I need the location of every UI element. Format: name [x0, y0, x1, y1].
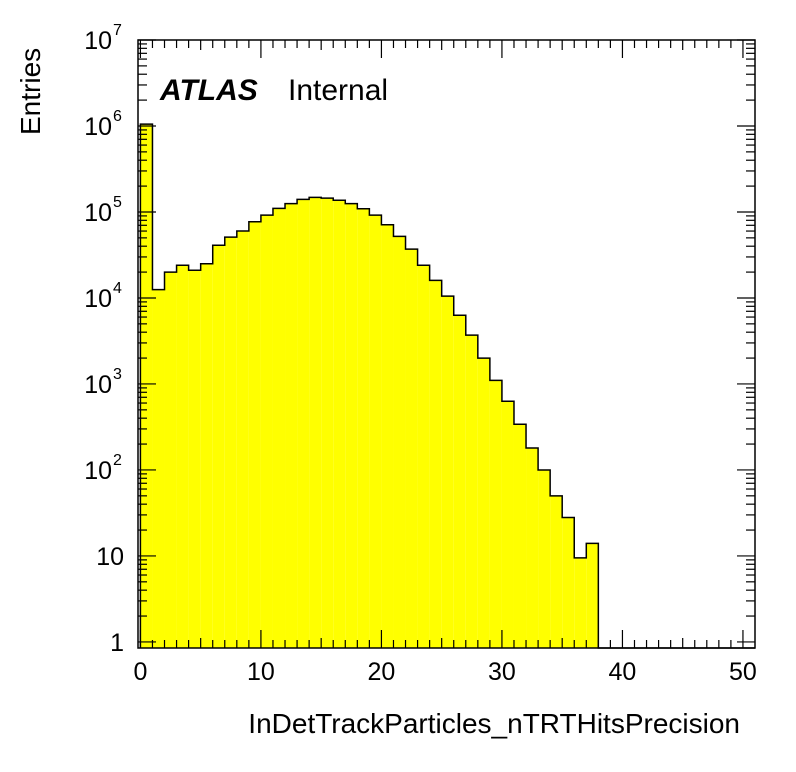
- histogram-bar: [236, 231, 249, 648]
- histogram-bar: [260, 215, 273, 648]
- histogram-bar: [574, 557, 587, 648]
- internal-label: Internal: [288, 74, 388, 107]
- x-axis-title: InDetTrackParticles_nTRTHitsPrecision: [248, 708, 740, 739]
- plot-frame: [137, 39, 756, 649]
- histogram-bar: [489, 380, 502, 648]
- y-tick-label: 10: [84, 457, 112, 485]
- x-tick-label: 30: [488, 658, 516, 686]
- histogram-bar: [513, 424, 527, 648]
- x-tick-label: 40: [609, 658, 637, 686]
- histogram-bar: [224, 237, 237, 648]
- x-tick-label: 20: [368, 658, 396, 686]
- histogram-bar: [345, 203, 358, 648]
- histogram-bar: [188, 270, 201, 648]
- y-tick-label: 10: [84, 371, 112, 399]
- histogram-bar: [405, 249, 418, 648]
- histogram-bar: [417, 265, 430, 648]
- histogram-bars: [140, 124, 599, 649]
- histogram-bar: [393, 236, 406, 648]
- histogram-bar: [477, 358, 490, 648]
- y-tick-label: 1: [110, 629, 124, 657]
- histogram-bar: [309, 197, 322, 648]
- histogram-outline: [139, 123, 755, 649]
- axis-ticks: [138, 39, 755, 648]
- histogram-bar: [562, 517, 575, 648]
- histogram-bar: [586, 543, 599, 648]
- histogram-bar: [164, 272, 177, 648]
- y-tick-label: 10: [96, 543, 124, 571]
- histogram-bar: [465, 335, 478, 648]
- histogram-bar: [321, 198, 334, 648]
- histogram-bar: [140, 124, 153, 649]
- x-tick-labels: 0 10 20 30 40 50: [133, 658, 756, 686]
- histogram-bar: [297, 199, 310, 648]
- histogram-bar: [212, 245, 225, 648]
- x-tick-label: 0: [133, 658, 147, 686]
- y-tick-label: 10: [84, 285, 112, 313]
- y-tick-label: 10: [84, 27, 112, 55]
- histogram-bar: [357, 208, 370, 648]
- y-tick-exponent: 4: [113, 280, 122, 297]
- x-tick-label: 50: [729, 658, 757, 686]
- histogram-bar: [200, 263, 213, 648]
- atlas-label: ATLAS: [159, 74, 258, 107]
- histogram-bar: [248, 221, 261, 648]
- histogram-bar: [441, 296, 454, 648]
- x-tick-label: 10: [247, 658, 275, 686]
- y-tick-exponent: 2: [113, 452, 122, 469]
- histogram-bar: [152, 289, 165, 648]
- y-tick-exponent: 5: [113, 194, 122, 211]
- histogram-bar: [381, 224, 394, 649]
- histogram-bar: [272, 208, 286, 649]
- histogram-bar: [538, 469, 551, 648]
- histogram-bar: [453, 315, 466, 648]
- histogram-bar: [550, 495, 563, 648]
- y-tick-exponent: 6: [113, 108, 122, 125]
- y-tick-label: 10: [84, 113, 112, 141]
- histogram-bar: [176, 265, 189, 648]
- y-tick-label: 10: [84, 199, 112, 227]
- histogram-bar: [526, 447, 539, 648]
- histogram-bar: [429, 280, 442, 648]
- y-tick-exponent: 3: [113, 366, 122, 383]
- y-tick-exponent: 7: [113, 22, 122, 39]
- y-axis-title: Entries: [15, 48, 46, 135]
- histogram-bar: [369, 215, 382, 648]
- histogram-bar: [285, 203, 298, 648]
- histogram-bar: [501, 401, 514, 648]
- histogram-bar: [333, 200, 346, 649]
